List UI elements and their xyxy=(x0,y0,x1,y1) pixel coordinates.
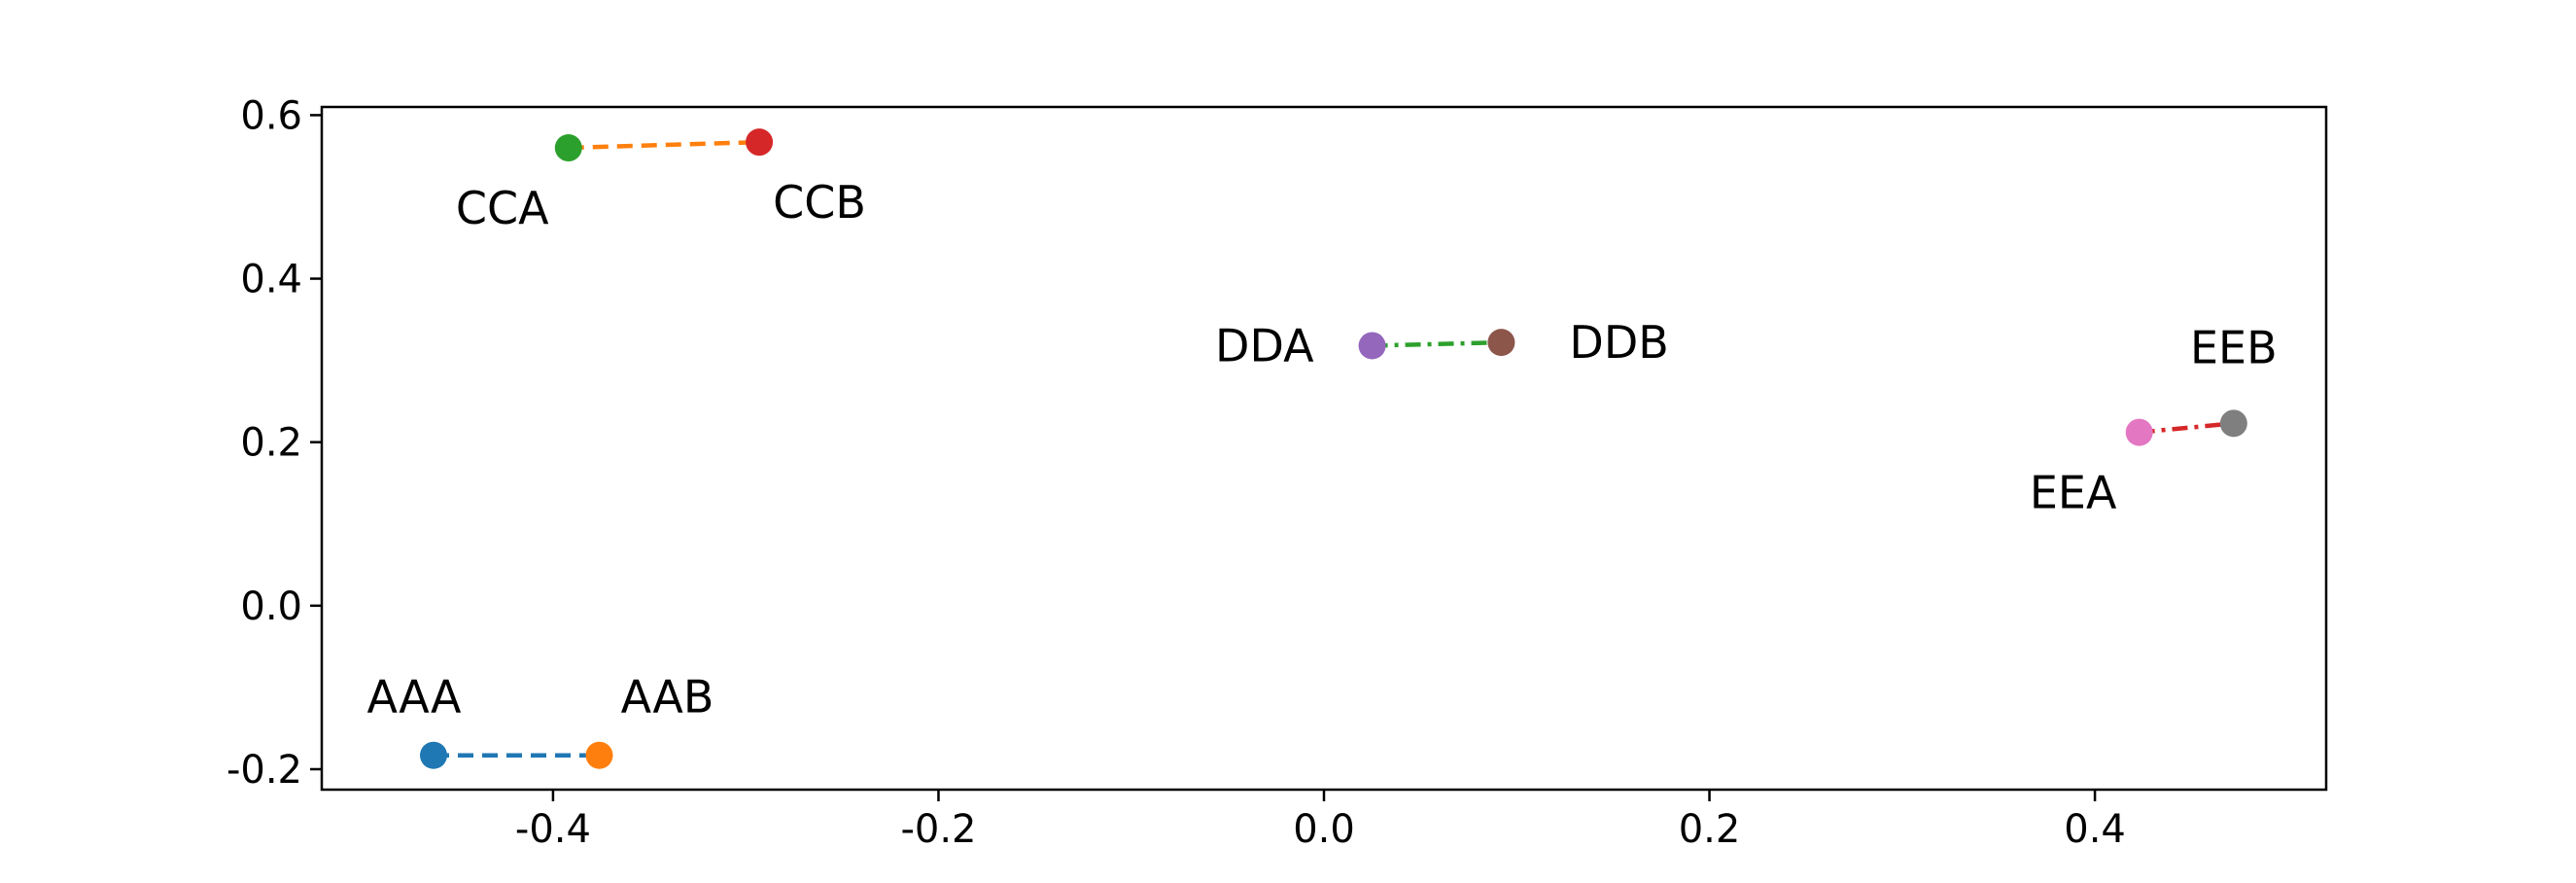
point-label-ddb: DDB xyxy=(1569,316,1668,369)
data-point-aaa xyxy=(419,741,447,769)
point-labels: AAA AAB CCA CCB DDA DDB EEA EEB xyxy=(367,176,2278,724)
plot-area-frame xyxy=(320,105,2328,792)
data-point-cca xyxy=(554,134,582,162)
x-tick-label: -0.4 xyxy=(515,807,591,852)
data-point-eea xyxy=(2125,418,2153,446)
connection-lines xyxy=(433,139,2235,758)
data-points xyxy=(419,128,2247,769)
x-tick-label: 0.4 xyxy=(2064,807,2126,852)
data-point-aab xyxy=(585,741,613,769)
connection-line-eea-eeb xyxy=(2139,421,2235,435)
point-label-aab: AAB xyxy=(621,671,714,724)
y-tick-label: 0.4 xyxy=(240,258,302,302)
connection-line-dda-ddb xyxy=(1372,339,1502,348)
point-label-eea: EEA xyxy=(2030,467,2117,519)
point-label-cca: CCA xyxy=(456,182,549,234)
point-label-ccb: CCB xyxy=(773,176,866,229)
y-tick-label: 0.6 xyxy=(240,93,302,138)
connection-line-cca-ccb xyxy=(568,139,760,151)
point-label-dda: DDA xyxy=(1215,319,1314,371)
point-label-eeb: EEB xyxy=(2190,321,2278,373)
x-tick-label: 0.0 xyxy=(1293,807,1355,852)
y-axis-ticks: -0.2 0.0 0.2 0.4 0.6 xyxy=(226,93,322,793)
y-tick-label: 0.0 xyxy=(240,584,302,629)
point-label-aaa: AAA xyxy=(367,671,462,724)
data-point-dda xyxy=(1358,332,1386,360)
data-point-eeb xyxy=(2219,409,2247,438)
data-point-ccb xyxy=(746,128,774,157)
data-point-ddb xyxy=(1487,329,1515,357)
x-axis-ticks: -0.4 -0.2 0.0 0.2 0.4 xyxy=(515,790,2126,852)
x-tick-label: -0.2 xyxy=(900,807,976,852)
y-tick-label: 0.2 xyxy=(240,421,302,466)
x-tick-label: 0.2 xyxy=(1679,807,1741,852)
y-tick-label: -0.2 xyxy=(226,748,302,793)
